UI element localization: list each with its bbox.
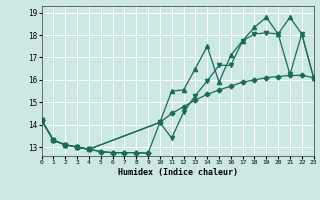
X-axis label: Humidex (Indice chaleur): Humidex (Indice chaleur) xyxy=(118,168,237,177)
